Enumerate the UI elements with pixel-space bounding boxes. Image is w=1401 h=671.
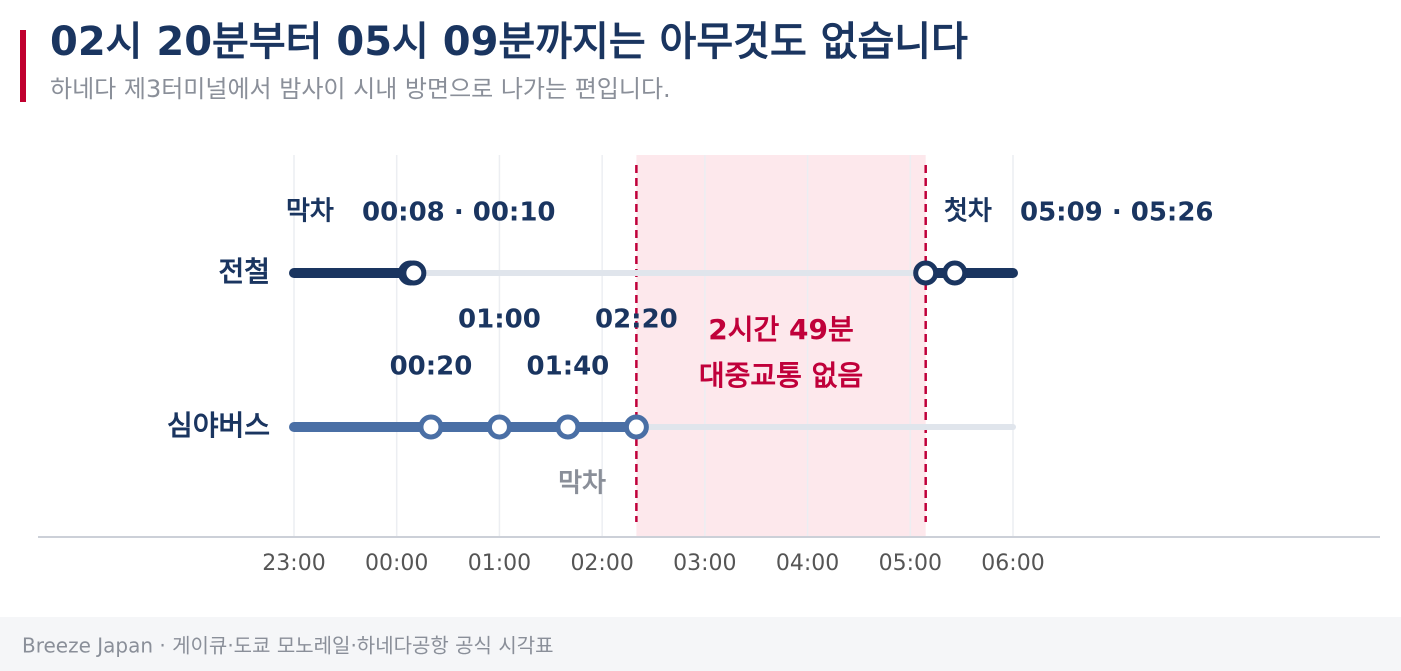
footer-band [0, 617, 1401, 671]
time-label: 00:20 [390, 352, 473, 382]
x-tick-label: 00:00 [365, 551, 428, 576]
departure [942, 260, 968, 286]
chart-subtitle: 하네다 제3터미널에서 밤사이 시내 방면으로 나가는 편입니다. [50, 75, 671, 103]
x-tick-label: 23:00 [262, 551, 325, 576]
gap-label: 2시간 49분 [708, 313, 853, 346]
source-note: Breeze Japan · 게이큐·도쿄 모노레일·하네다공항 공식 시각표 [22, 634, 554, 658]
gap-band [636, 155, 926, 536]
last-times: 00:08 · 00:10 [362, 198, 556, 228]
row-label: 심야버스 [167, 409, 270, 442]
x-tick-label: 06:00 [981, 551, 1044, 576]
time-label: 02:20 [595, 305, 678, 335]
departure [623, 414, 649, 440]
departure [913, 260, 939, 286]
last-label: 막차 [558, 469, 606, 499]
first-times: 05:09 · 05:26 [1020, 198, 1214, 228]
time-label: 01:40 [527, 352, 610, 382]
departure [486, 414, 512, 440]
title-accent [20, 30, 26, 102]
first-label: 첫차 [944, 197, 992, 227]
departure [401, 260, 427, 286]
departure [555, 414, 581, 440]
x-tick-label: 05:00 [879, 551, 942, 576]
x-tick-label: 02:00 [570, 551, 633, 576]
chart-title: 02시 20분부터 05시 09분까지는 아무것도 없습니다 [50, 19, 968, 65]
x-tick-label: 04:00 [776, 551, 839, 576]
row-label: 전철 [218, 255, 270, 288]
time-label: 01:00 [458, 305, 541, 335]
gap-sublabel: 대중교통 없음 [699, 359, 863, 392]
x-tick-label: 03:00 [673, 551, 736, 576]
departure [418, 414, 444, 440]
last-label: 막차 [286, 197, 334, 227]
x-tick-label: 01:00 [468, 551, 531, 576]
